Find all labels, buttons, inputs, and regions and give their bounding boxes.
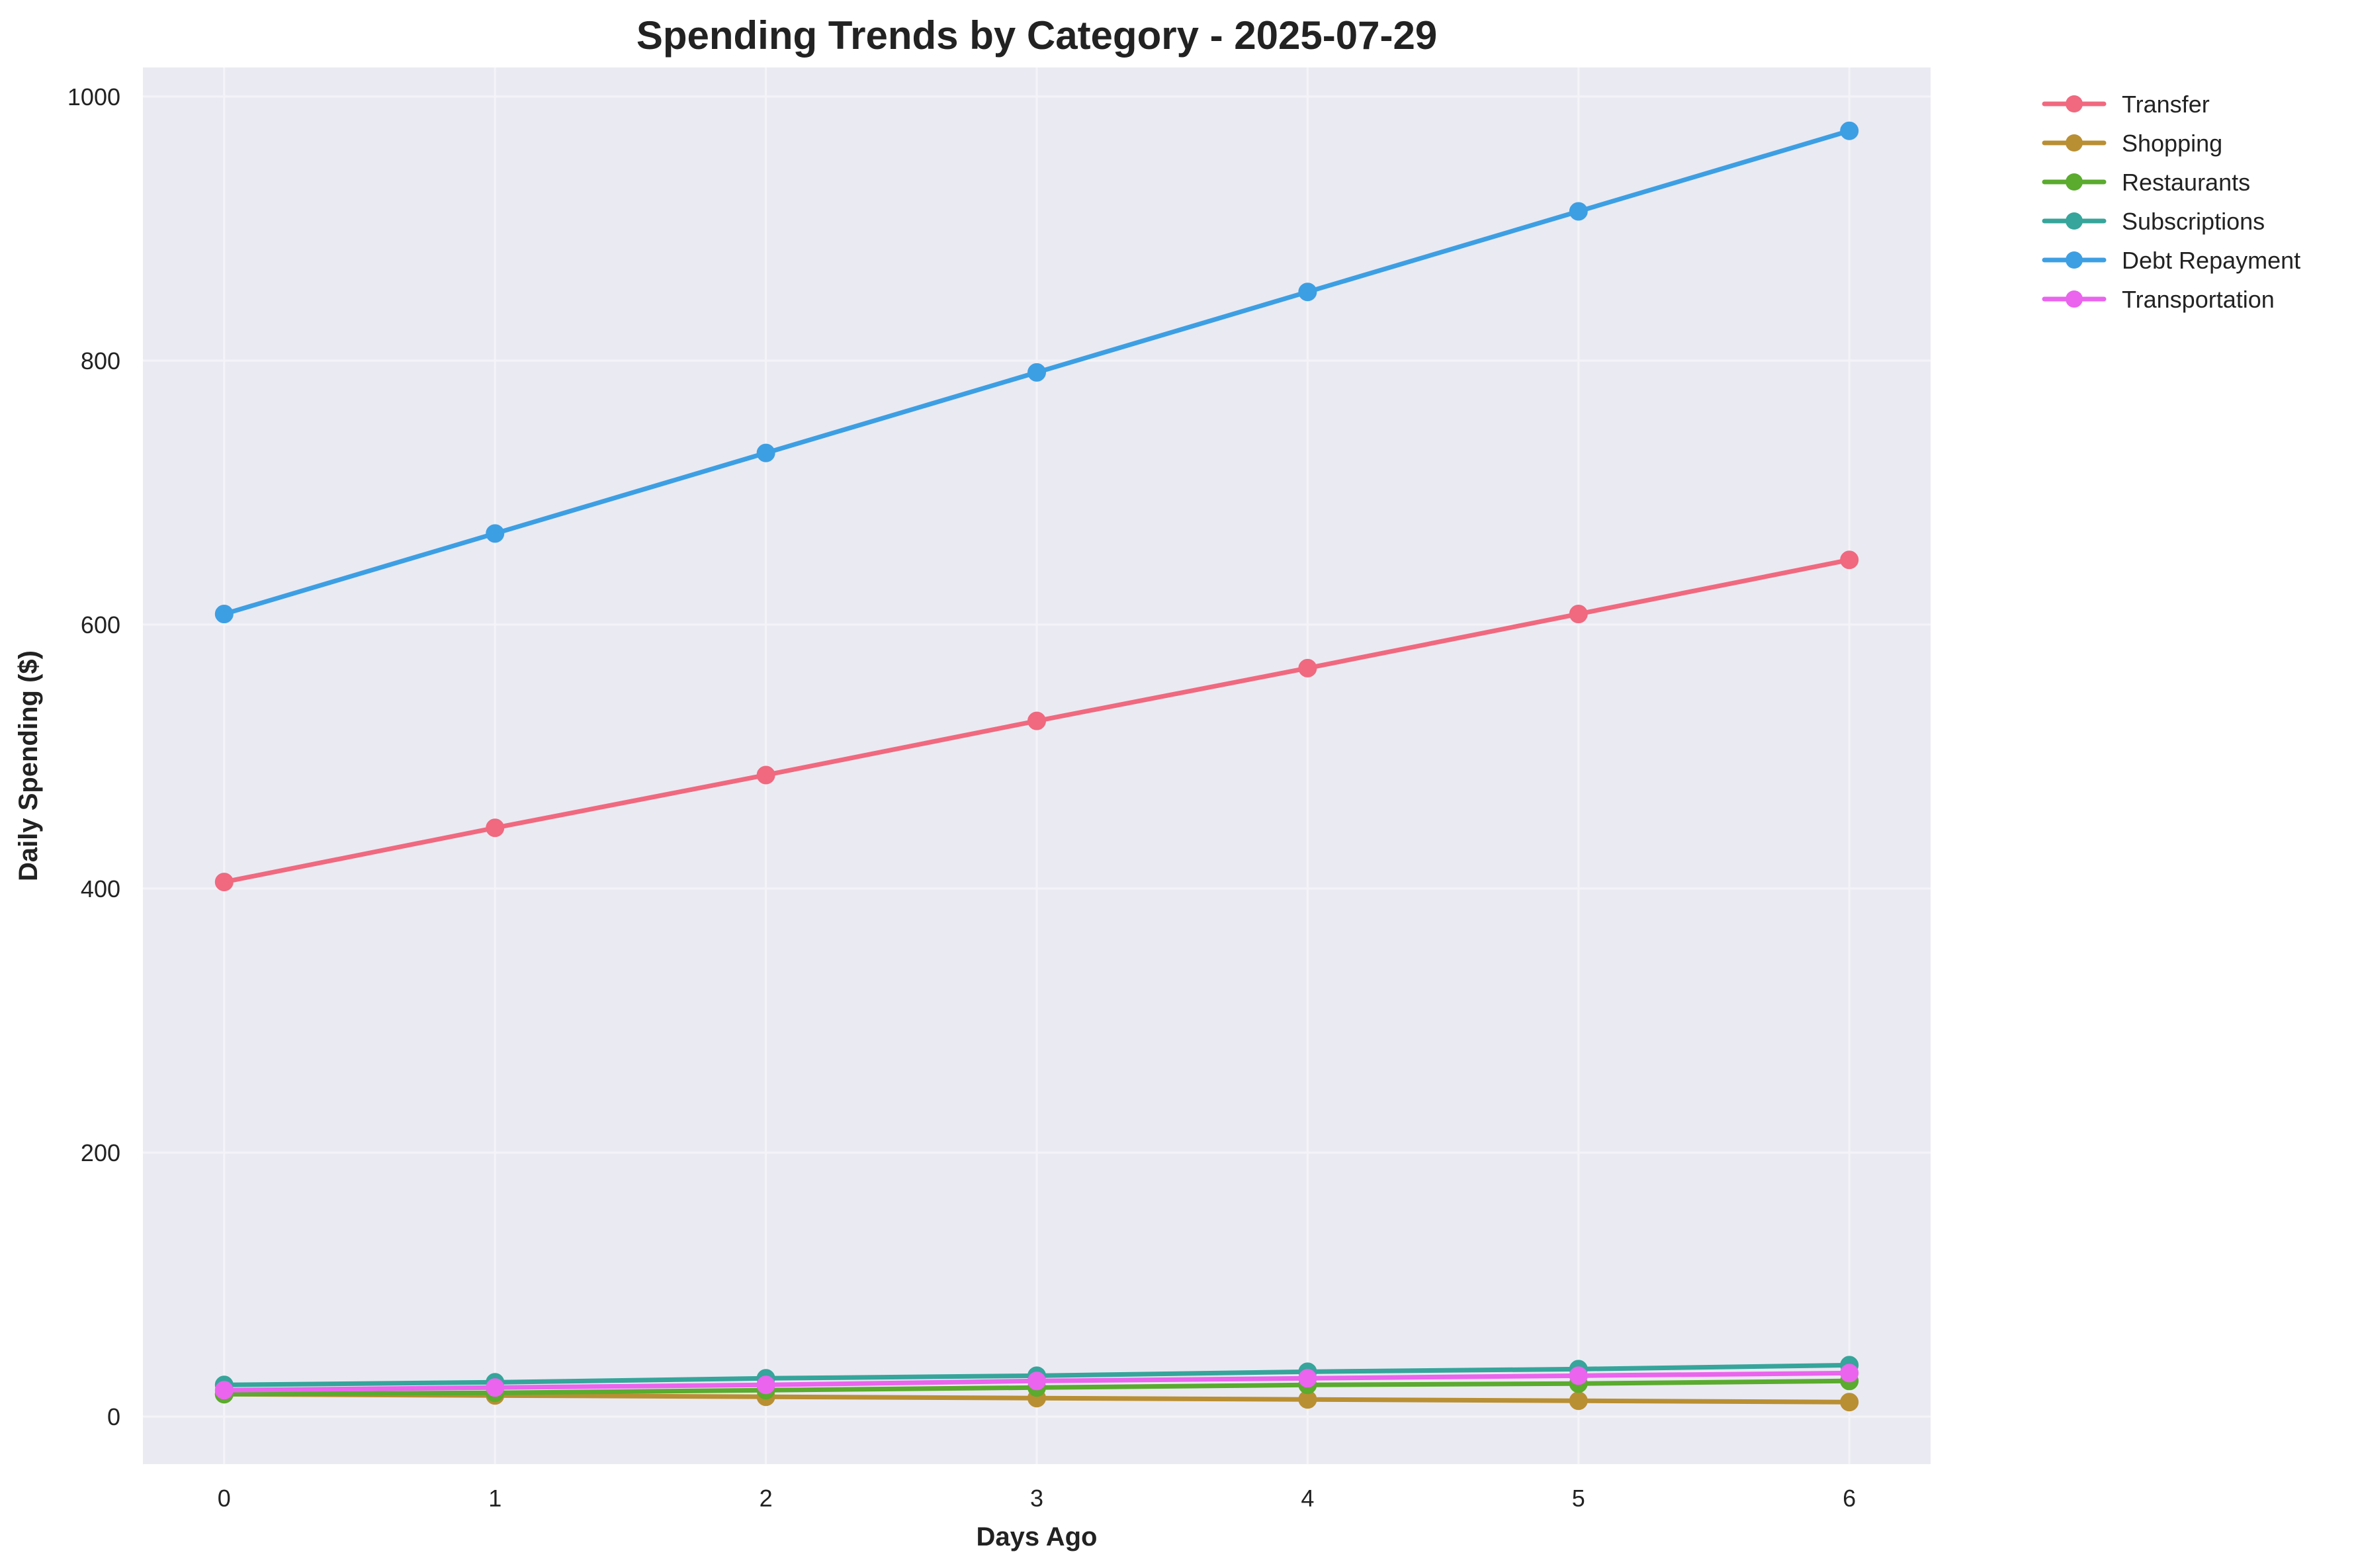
data-point-debt-repayment [1569,202,1588,221]
data-point-transportation [1569,1366,1588,1385]
data-point-transportation [1027,1372,1046,1391]
y-tick-label: 1000 [67,83,120,110]
x-tick-label: 4 [1301,1485,1314,1512]
legend-marker-debt-repayment [2066,251,2083,269]
y-tick-label: 600 [81,611,120,638]
x-tick-label: 3 [1030,1485,1043,1512]
legend-marker-shopping [2066,134,2083,152]
x-tick-label: 0 [218,1485,231,1512]
x-tick-label: 6 [1843,1485,1856,1512]
axis-ticks: 0 1 2 3 4 5 6 0 200 400 600 800 1000 [67,83,1856,1512]
series-debt-repayment [214,121,1859,624]
data-point-transportation [486,1378,505,1397]
y-tick-label: 800 [81,347,120,374]
data-point-transportation [1298,1369,1317,1388]
y-tick-label: 200 [81,1139,120,1166]
data-point-transportation [756,1375,775,1395]
legend-item-transfer: Transfer [2042,91,2210,118]
data-point-debt-repayment [756,443,775,462]
data-point-shopping [1569,1391,1588,1411]
data-point-transfer [1298,658,1317,677]
data-point-transfer [214,873,234,892]
legend-item-subscriptions: Subscriptions [2042,208,2265,235]
legend-label-debt-repayment: Debt Repayment [2122,247,2300,274]
y-tick-label: 0 [107,1403,120,1430]
data-point-shopping [1840,1393,1859,1412]
chart-title: Spending Trends by Category - 2025-07-29 [636,13,1437,58]
legend-label-shopping: Shopping [2122,130,2222,157]
legend-item-debt-repayment: Debt Repayment [2042,247,2300,274]
data-point-transportation [1840,1364,1859,1383]
data-point-transfer [1840,550,1859,570]
series-lines [214,121,1859,1412]
legend-item-shopping: Shopping [2042,130,2222,157]
legend-label-restaurants: Restaurants [2122,169,2250,196]
legend: Transfer Shopping Restaurants Subscriptions… [2042,91,2300,313]
data-point-transportation [214,1381,234,1400]
y-axis-label: Daily Spending ($) [14,650,43,881]
legend-item-transportation: Transportation [2042,286,2275,313]
x-tick-label: 1 [488,1485,502,1512]
x-tick-label: 2 [760,1485,773,1512]
data-point-transfer [486,818,505,838]
data-point-debt-repayment [1298,283,1317,302]
data-point-transfer [756,765,775,785]
x-axis-label: Days Ago [976,1522,1097,1551]
data-point-debt-repayment [1027,363,1046,382]
data-point-debt-repayment [214,605,234,624]
series-transportation [214,1364,1859,1400]
legend-marker-subscriptions [2066,212,2083,230]
series-transfer [214,550,1859,892]
data-point-transfer [1027,711,1046,730]
legend-item-restaurants: Restaurants [2042,169,2250,196]
legend-marker-transfer [2066,95,2083,112]
x-tick-label: 5 [1572,1485,1585,1512]
legend-label-transportation: Transportation [2122,286,2275,313]
data-point-transfer [1569,605,1588,624]
data-point-debt-repayment [486,524,505,543]
legend-marker-restaurants [2066,173,2083,191]
y-tick-label: 400 [81,875,120,902]
data-point-debt-repayment [1840,121,1859,140]
legend-label-transfer: Transfer [2122,91,2210,118]
legend-marker-transportation [2066,290,2083,308]
legend-label-subscriptions: Subscriptions [2122,208,2265,235]
